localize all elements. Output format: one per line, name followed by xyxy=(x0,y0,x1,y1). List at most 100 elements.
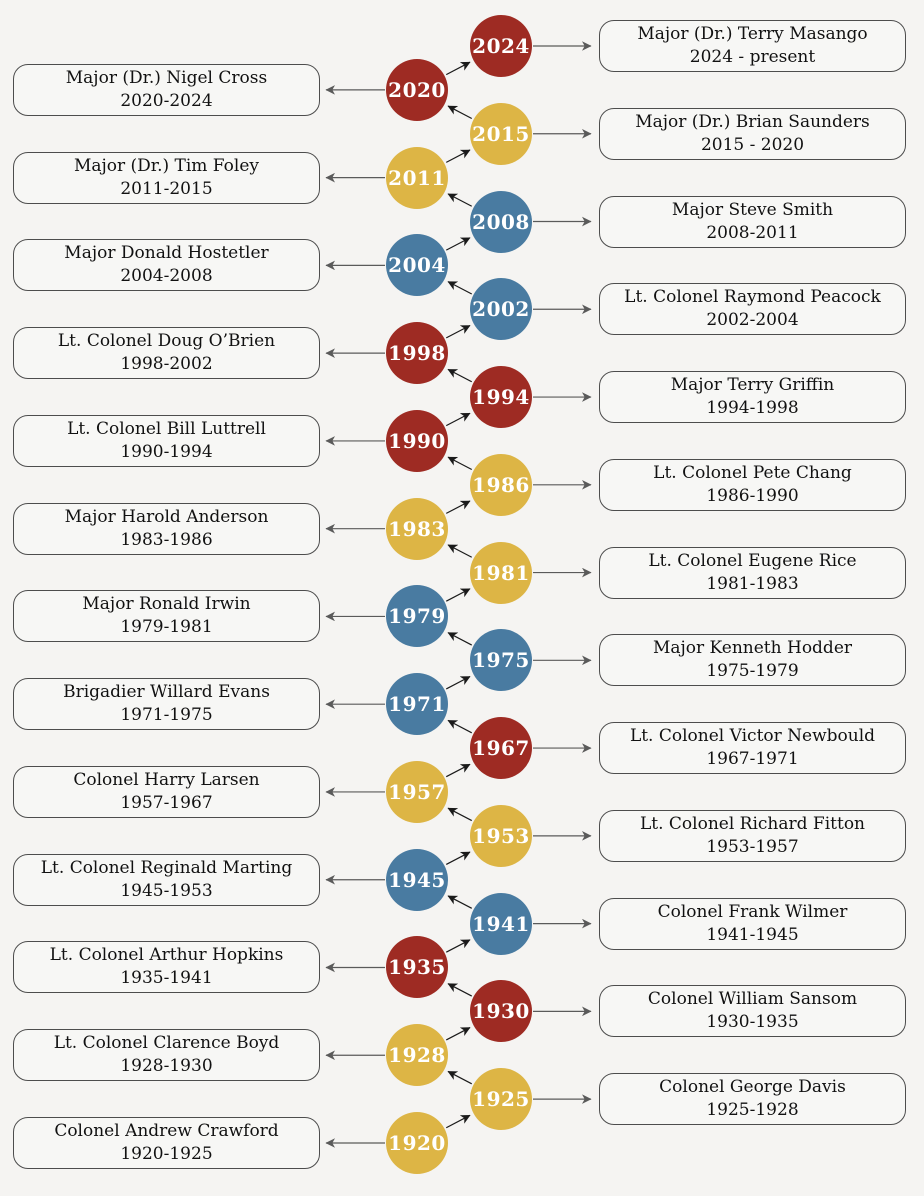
officer-name: Major (Dr.) Terry Masango xyxy=(637,24,868,44)
year-node-1920: 1920 xyxy=(386,1112,448,1174)
chain-arrow-1975-to-1979 xyxy=(447,632,473,646)
officer-tenure: 1990-1994 xyxy=(120,441,213,462)
officer-name: Lt. Colonel Eugene Rice xyxy=(648,550,857,571)
officer-tenure: 1935-1941 xyxy=(120,968,213,989)
chain-arrow-1935-to-1941 xyxy=(445,939,471,953)
year-node-2020: 2020 xyxy=(386,58,448,121)
chain-arrow-2015-to-2020 xyxy=(447,105,473,120)
officer-box-1994: Major Terry Griffin 1994-1998 xyxy=(599,371,906,424)
officer-tenure: 1979-1981 xyxy=(120,617,213,638)
officer-name: Major Kenneth Hodder xyxy=(652,638,853,659)
officer-box-1990: Lt. Colonel Bill Luttrell 1990-1994 xyxy=(13,414,320,467)
officer-box-2020: Major (Dr.) Nigel Cross 2020-2024 xyxy=(13,63,320,116)
officer-tenure: 2004-2008 xyxy=(120,266,213,287)
officer-tenure: 2024 - present xyxy=(689,47,816,67)
officer-tenure: 1981-1983 xyxy=(706,573,799,594)
chain-arrow-1986-to-1990 xyxy=(447,456,473,471)
year-node-1975: 1975 xyxy=(470,629,532,692)
officer-box-1941: Colonel Frank Wilmer 1941-1945 xyxy=(599,897,906,950)
officer-name: Lt. Colonel Pete Chang xyxy=(653,462,852,483)
officer-name: Lt. Colonel Victor Newbould xyxy=(629,726,876,747)
chain-arrow-2011-to-2015 xyxy=(445,149,471,163)
chain-arrow-2002-to-2004 xyxy=(447,281,473,295)
officer-box-1945: Lt. Colonel Reginald Marting 1945-1953 xyxy=(13,853,320,906)
officer-name: Major Terry Griffin xyxy=(670,375,835,396)
year-node-2015: 2015 xyxy=(470,102,532,165)
officer-tenure: 1967-1971 xyxy=(706,749,799,770)
officer-box-1981: Lt. Colonel Eugene Rice 1981-1983 xyxy=(599,546,906,599)
officer-box-1998: Lt. Colonel Doug O’Brien 1998-2002 xyxy=(13,327,320,380)
chain-arrow-1957-to-1967 xyxy=(445,763,471,778)
officer-box-2004: Major Donald Hostetler 2004-2008 xyxy=(13,239,320,292)
year-node-1925: 1925 xyxy=(470,1068,532,1131)
officer-tenure: 1945-1953 xyxy=(120,880,213,901)
chain-arrow-1928-to-1930 xyxy=(445,1027,471,1041)
officer-box-1967: Lt. Colonel Victor Newbould 1967-1971 xyxy=(599,722,906,775)
officer-tenure: 1994-1998 xyxy=(706,398,799,419)
officer-box-1920: Colonel Andrew Crawford 1920-1925 xyxy=(13,1117,320,1169)
officer-tenure: 1920-1925 xyxy=(120,1144,213,1164)
officer-box-1925: Colonel George Davis 1925-1928 xyxy=(599,1073,906,1126)
officer-tenure: 1975-1979 xyxy=(706,661,799,682)
arrows-group xyxy=(325,41,592,1148)
officer-box-1971: Brigadier Willard Evans 1971-1975 xyxy=(13,678,320,731)
officer-name: Major Ronald Irwin xyxy=(82,594,251,615)
chain-arrow-1990-to-1994 xyxy=(445,412,471,427)
chain-arrow-1925-to-1928 xyxy=(447,1070,473,1085)
chain-arrow-1953-to-1957 xyxy=(447,807,473,822)
year-node-1930: 1930 xyxy=(470,980,532,1043)
year-node-1967: 1967 xyxy=(470,717,532,780)
year-node-1981: 1981 xyxy=(470,541,532,604)
officer-tenure: 1928-1930 xyxy=(120,1056,213,1077)
year-node-2002: 2002 xyxy=(470,278,532,341)
officer-tenure: 1983-1986 xyxy=(120,529,213,550)
year-node-2024: 2024 xyxy=(470,15,532,77)
officer-box-1928: Lt. Colonel Clarence Boyd 1928-1930 xyxy=(13,1029,320,1082)
officer-box-1975: Major Kenneth Hodder 1975-1979 xyxy=(599,634,906,687)
officer-name: Colonel Andrew Crawford xyxy=(54,1121,279,1141)
officer-box-1986: Lt. Colonel Pete Chang 1986-1990 xyxy=(599,458,906,511)
officer-name: Lt. Colonel Clarence Boyd xyxy=(53,1033,280,1054)
chain-arrow-1945-to-1953 xyxy=(445,851,471,865)
officer-box-1957: Colonel Harry Larsen 1957-1967 xyxy=(13,765,320,818)
officer-name: Major Steve Smith xyxy=(671,199,834,220)
officer-name: Colonel Frank Wilmer xyxy=(657,901,848,922)
officer-box-2011: Major (Dr.) Tim Foley 2011-2015 xyxy=(13,151,320,204)
officer-name: Major Harold Anderson xyxy=(64,506,269,527)
year-node-1935: 1935 xyxy=(386,936,448,999)
chain-arrow-1967-to-1971 xyxy=(447,719,473,734)
officer-box-2008: Major Steve Smith 2008-2011 xyxy=(599,195,906,248)
year-node-1941: 1941 xyxy=(470,892,532,955)
officer-tenure: 1941-1945 xyxy=(706,924,799,945)
year-node-2008: 2008 xyxy=(470,190,532,253)
chain-arrow-1930-to-1935 xyxy=(447,983,473,997)
chain-arrow-1998-to-2002 xyxy=(445,324,471,339)
officer-tenure: 2002-2004 xyxy=(706,310,799,331)
officer-name: Lt. Colonel Bill Luttrell xyxy=(67,418,266,439)
chain-arrow-1979-to-1981 xyxy=(445,588,471,602)
officer-name: Major (Dr.) Brian Saunders xyxy=(635,111,870,132)
year-node-1998: 1998 xyxy=(386,322,448,385)
officer-tenure: 1957-1967 xyxy=(120,792,213,813)
officer-box-1983: Major Harold Anderson 1983-1986 xyxy=(13,502,320,555)
chain-arrow-1981-to-1983 xyxy=(447,544,473,558)
officer-name: Lt. Colonel Richard Fitton xyxy=(639,813,866,834)
officer-name: Colonel William Sansom xyxy=(647,989,858,1010)
year-node-1979: 1979 xyxy=(386,585,448,648)
chain-arrow-1994-to-1998 xyxy=(447,368,473,383)
chain-arrow-2008-to-2011 xyxy=(447,193,473,207)
officer-tenure: 1986-1990 xyxy=(706,485,799,506)
officer-tenure: 2008-2011 xyxy=(706,222,799,243)
officer-box-1935: Lt. Colonel Arthur Hopkins 1935-1941 xyxy=(13,941,320,994)
officer-box-1979: Major Ronald Irwin 1979-1981 xyxy=(13,590,320,643)
officer-name: Major Donald Hostetler xyxy=(64,243,269,264)
chain-arrow-2020-to-2024 xyxy=(445,61,471,76)
officer-name: Colonel Harry Larsen xyxy=(73,769,260,790)
officer-name: Lt. Colonel Raymond Peacock xyxy=(624,287,881,308)
year-node-1945: 1945 xyxy=(386,848,448,911)
officer-name: Major (Dr.) Tim Foley xyxy=(73,155,260,176)
officer-name: Lt. Colonel Doug O’Brien xyxy=(57,331,276,352)
officer-tenure: 2020-2024 xyxy=(120,90,213,111)
